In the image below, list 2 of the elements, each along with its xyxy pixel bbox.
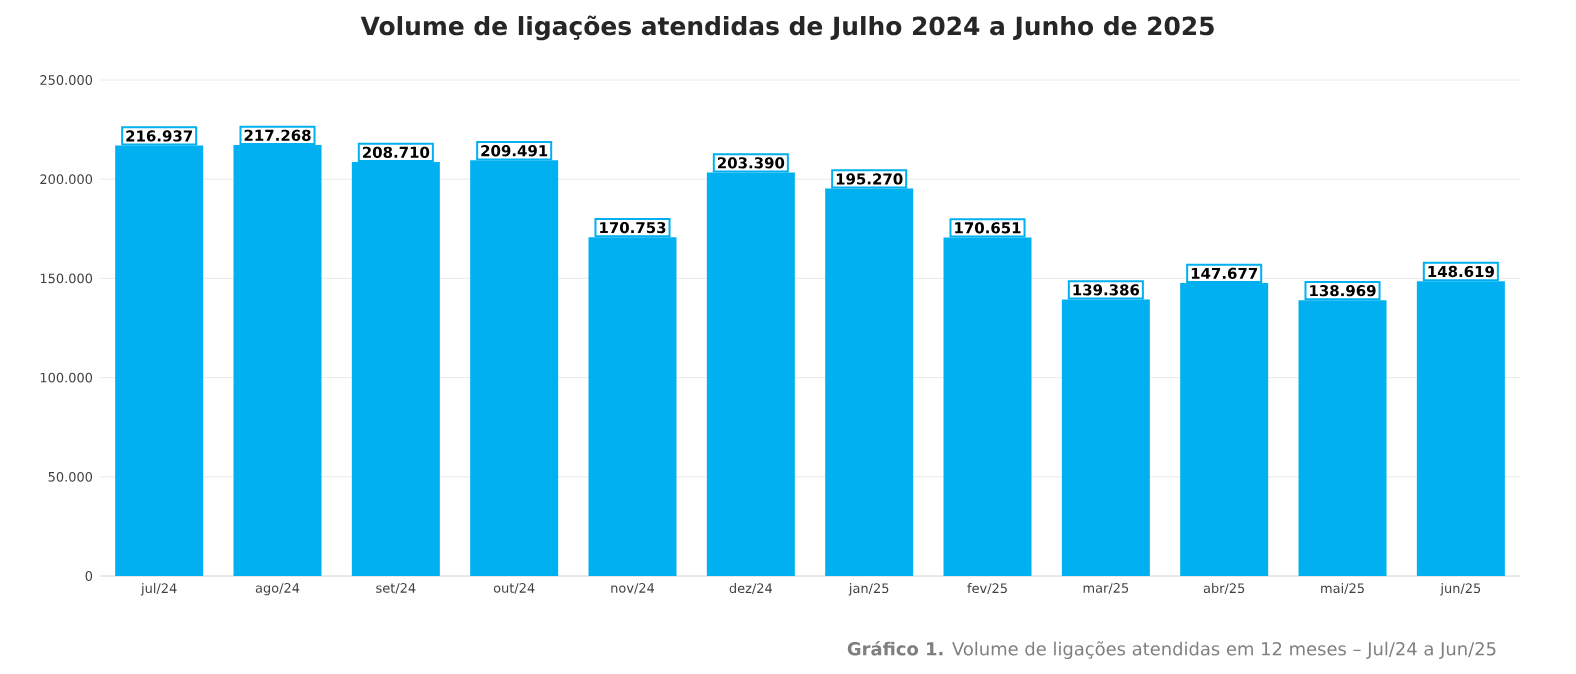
chart-title: Volume de ligações atendidas de Julho 2024 a Junho de 2025 <box>360 15 1214 41</box>
text: Gráfico 1. Volume de ligações atendidas em 12 meses – Jul/24 a Jun/25 <box>847 640 1496 660</box>
